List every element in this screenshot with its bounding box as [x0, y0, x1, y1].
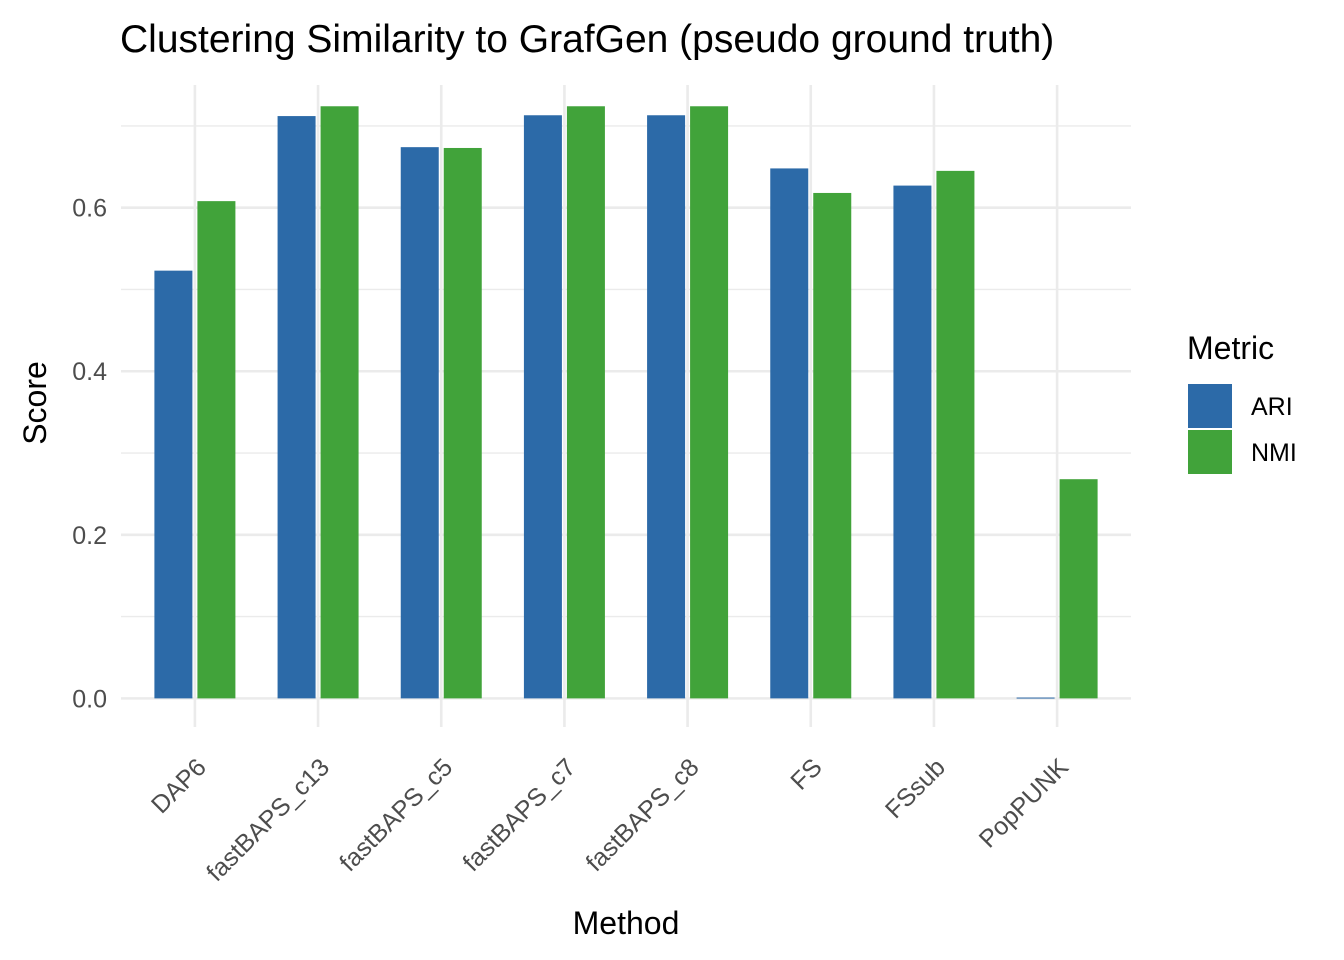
bar-ari — [277, 116, 316, 699]
x-tick-label: FSsub — [880, 753, 951, 824]
bar-nmi — [566, 106, 605, 699]
bar-ari — [523, 115, 562, 699]
x-tick-label: FS — [785, 753, 827, 795]
bar-nmi — [1059, 479, 1098, 699]
x-tick-label: fastBAPS_c5 — [334, 753, 458, 877]
bar-ari — [154, 270, 193, 699]
bar-nmi — [320, 106, 359, 699]
bar-nmi — [936, 170, 975, 699]
legend-label-ari: ARI — [1251, 393, 1293, 421]
y-tick-label: 0.4 — [72, 358, 107, 386]
legend: Metric ARI NMI — [1187, 330, 1297, 474]
x-tick-label: DAP6 — [146, 753, 212, 819]
y-tick-label: 0.0 — [72, 685, 107, 713]
grid-layer — [121, 85, 1131, 727]
y-axis-title: Score — [17, 361, 53, 445]
bar-ari — [770, 168, 809, 699]
bar-nmi — [813, 192, 852, 699]
x-tick-label: fastBAPS_c8 — [581, 753, 705, 877]
legend-key-ari — [1188, 384, 1232, 428]
bar-ari — [647, 115, 686, 699]
bar-ari — [400, 147, 439, 699]
x-tick-label: fastBAPS_c7 — [457, 753, 581, 877]
bar-nmi — [197, 201, 236, 699]
bar-ari — [1016, 697, 1055, 699]
legend-key-nmi — [1188, 430, 1232, 474]
x-tick-label: fastBAPS_c13 — [201, 753, 335, 887]
chart-title: Clustering Similarity to GrafGen (pseudo… — [120, 18, 1054, 61]
bar-nmi — [443, 147, 482, 699]
bar-nmi — [690, 106, 729, 699]
legend-label-nmi: NMI — [1251, 439, 1297, 467]
x-tick-label: PopPUNK — [974, 753, 1075, 854]
legend-items: ARI NMI — [1188, 384, 1297, 474]
legend-title: Metric — [1187, 330, 1274, 366]
bars-layer — [154, 106, 1098, 699]
bar-ari — [893, 185, 932, 699]
y-tick-label: 0.2 — [72, 522, 107, 550]
y-tick-label: 0.6 — [72, 195, 107, 223]
x-axis-title: Method — [573, 905, 680, 941]
